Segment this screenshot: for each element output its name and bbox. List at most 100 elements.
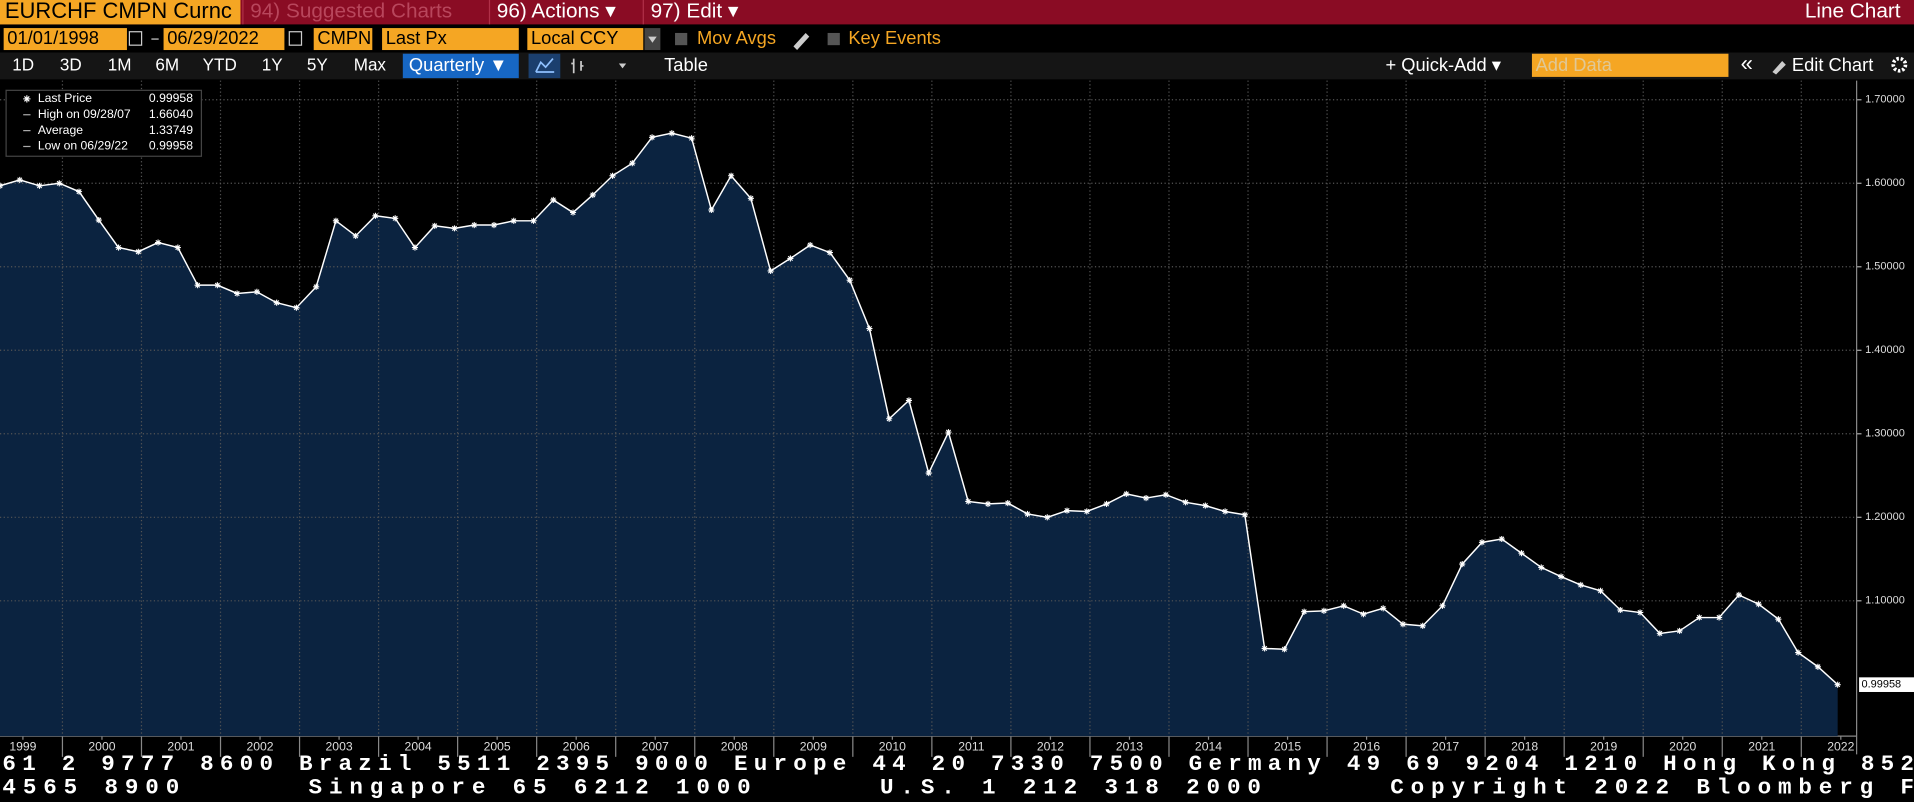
point-marker [293, 304, 300, 311]
point-marker [965, 498, 972, 505]
last-price-box [1859, 677, 1914, 692]
point-marker [1755, 601, 1762, 608]
ticker-line: 61 2 9777 8600 Brazil 5511 2395 9000 Eur… [2, 751, 1914, 777]
edit-chart[interactable]: Edit Chart [1792, 54, 1873, 75]
point-marker [1439, 602, 1446, 609]
point-marker [392, 215, 399, 222]
menu-item[interactable]: 96) Actions ▾ [497, 0, 616, 23]
frequency-button[interactable] [402, 53, 519, 79]
point-marker [826, 249, 833, 256]
point-marker [1538, 564, 1545, 571]
collapse[interactable]: « [1741, 50, 1753, 75]
x-tick-label: 2010 [879, 739, 906, 753]
option[interactable]: Key Events [848, 27, 941, 48]
point-marker [411, 244, 419, 251]
point-marker [56, 180, 63, 187]
field-input[interactable] [382, 28, 519, 51]
point-marker [728, 172, 735, 179]
x-tick-label: 1999 [9, 739, 36, 753]
period-button[interactable]: Max [354, 55, 387, 74]
y-tick-label: 1.50000 [1865, 261, 1905, 273]
end-date-input[interactable] [163, 28, 285, 51]
point-marker [1696, 614, 1703, 621]
point-marker [1676, 627, 1683, 634]
x-tick-label: 2018 [1511, 739, 1538, 753]
frequency: Quarterly ▼ [409, 54, 507, 75]
point-marker [925, 469, 932, 477]
quick-add[interactable]: + Quick-Add ▾ [1385, 54, 1500, 75]
point-marker [649, 134, 656, 141]
stat-label: Average [38, 123, 83, 137]
x-tick-label: 2006 [563, 739, 590, 753]
point-marker [1399, 621, 1406, 628]
period-button[interactable]: 6M [155, 55, 179, 74]
point-marker [313, 283, 320, 290]
table-button[interactable]: Table [664, 54, 708, 75]
source-input[interactable] [313, 28, 373, 51]
point-marker [1814, 663, 1821, 670]
checkbox[interactable] [675, 32, 688, 46]
x-tick-label: 2012 [1037, 739, 1064, 753]
period-button[interactable]: 1M [108, 55, 132, 74]
point-marker [945, 429, 952, 436]
point-marker [569, 209, 577, 216]
x-tick-label: 2008 [721, 739, 748, 753]
period-button[interactable]: YTD [203, 55, 237, 74]
currency-input[interactable] [527, 28, 644, 51]
x-tick-label: 2003 [326, 739, 353, 753]
line-icon [535, 58, 555, 73]
point-marker [1735, 591, 1742, 599]
bar-icon[interactable] [571, 58, 584, 74]
point-marker [1597, 587, 1604, 594]
price-line [0, 132, 1839, 686]
checkbox[interactable] [827, 32, 840, 46]
field: Last Px [386, 27, 447, 48]
menu-item[interactable]: 97) Edit ▾ [651, 0, 739, 23]
period-button[interactable]: 1Y [262, 55, 283, 74]
point-marker [1044, 514, 1051, 521]
point-marker [95, 216, 102, 224]
point-marker [550, 196, 557, 204]
point-marker [984, 500, 992, 507]
stat-value: 0.99958 [149, 139, 193, 153]
point-marker [1716, 614, 1723, 621]
point-marker [1795, 649, 1802, 656]
point-marker [767, 267, 774, 275]
x-tick-label: 2017 [1432, 739, 1459, 753]
point-marker [1380, 605, 1387, 612]
security-box[interactable] [0, 0, 241, 25]
point-marker [787, 255, 794, 262]
chart-kind: Line Chart [1805, 0, 1901, 23]
y-tick-label: 1.10000 [1865, 595, 1905, 607]
y-tick-label: 1.60000 [1865, 177, 1905, 189]
point-marker [490, 221, 498, 229]
x-tick-label: 2009 [800, 739, 827, 753]
point-marker [1557, 573, 1565, 580]
period-button[interactable]: 5Y [307, 55, 328, 74]
point-marker [905, 397, 913, 404]
point-marker [1419, 622, 1426, 629]
point-marker [115, 244, 122, 251]
point-marker [332, 217, 339, 224]
point-marker [589, 191, 596, 199]
point-marker [1241, 511, 1248, 518]
point-marker [886, 415, 893, 422]
dropdown-arrow [618, 63, 627, 69]
point-marker [1478, 539, 1486, 546]
chart: 1.10000 1.20000 1.30000 1.40000 1.50000 1.600… [0, 80, 1914, 757]
add-data-input[interactable] [1531, 53, 1729, 77]
x-tick-label: 2020 [1669, 739, 1696, 753]
source: CMPN [317, 27, 371, 48]
x-tick-label: 2022 [1827, 739, 1854, 753]
option[interactable]: Mov Avgs [697, 27, 776, 48]
point-marker [431, 222, 438, 229]
menu-item[interactable]: 94) Suggested Charts [250, 0, 452, 23]
point-marker [1143, 495, 1150, 502]
period-button[interactable]: 1D [12, 55, 34, 74]
x-tick-label: 2011 [958, 739, 984, 753]
pencil-icon [793, 32, 810, 51]
start-date-input[interactable] [3, 28, 127, 51]
point-marker [352, 232, 359, 239]
period-button[interactable]: 3D [60, 55, 82, 74]
